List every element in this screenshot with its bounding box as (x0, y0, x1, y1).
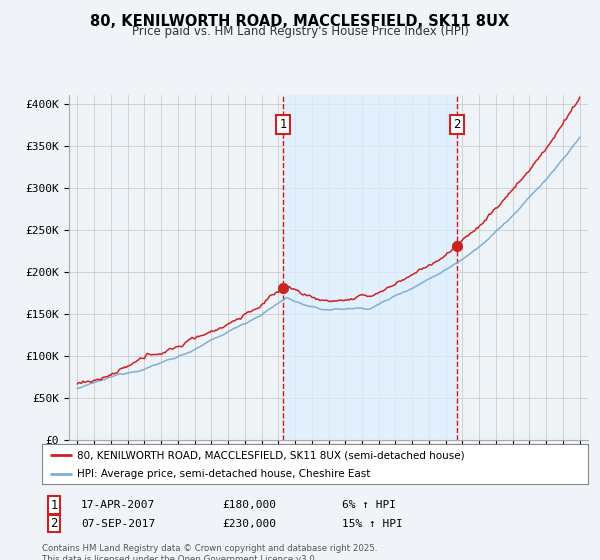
Text: 2: 2 (454, 118, 461, 131)
Bar (283, 95, 457, 440)
Text: HPI: Average price, semi-detached house, Cheshire East: HPI: Average price, semi-detached house,… (77, 469, 371, 479)
Text: £230,000: £230,000 (222, 519, 276, 529)
Text: 07-SEP-2017: 07-SEP-2017 (81, 519, 155, 529)
Text: Contains HM Land Registry data © Crown copyright and database right 2025.
This d: Contains HM Land Registry data © Crown c… (42, 544, 377, 560)
Text: 6% ↑ HPI: 6% ↑ HPI (342, 500, 396, 510)
Text: £180,000: £180,000 (222, 500, 276, 510)
Text: 1: 1 (50, 498, 58, 512)
Text: Price paid vs. HM Land Registry's House Price Index (HPI): Price paid vs. HM Land Registry's House … (131, 25, 469, 38)
Text: 15% ↑ HPI: 15% ↑ HPI (342, 519, 403, 529)
Text: 1: 1 (280, 118, 287, 131)
Text: 80, KENILWORTH ROAD, MACCLESFIELD, SK11 8UX (semi-detached house): 80, KENILWORTH ROAD, MACCLESFIELD, SK11 … (77, 450, 465, 460)
Text: 2: 2 (50, 517, 58, 530)
Text: 80, KENILWORTH ROAD, MACCLESFIELD, SK11 8UX: 80, KENILWORTH ROAD, MACCLESFIELD, SK11 … (91, 14, 509, 29)
Text: 17-APR-2007: 17-APR-2007 (81, 500, 155, 510)
